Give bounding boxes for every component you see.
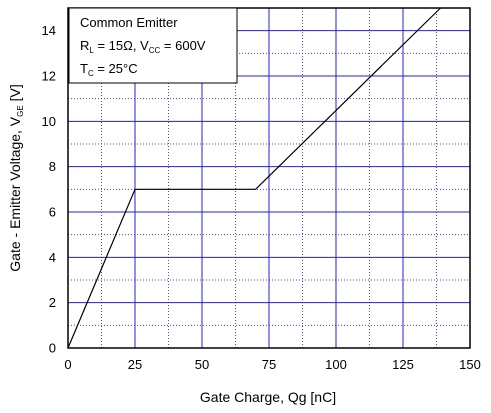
series-line	[67, 7, 441, 349]
plot-frame	[67, 7, 471, 349]
y-tick-label: 10	[42, 114, 56, 129]
x-tick-label: 125	[392, 357, 414, 372]
series-layer	[67, 7, 441, 349]
grid	[68, 8, 470, 348]
y-tick-label: 12	[42, 69, 56, 84]
x-axis-label: Gate Charge, Qg [nC]	[200, 389, 336, 405]
x-tick-label: 50	[195, 357, 209, 372]
conditions-box-border	[68, 7, 238, 84]
x-tick-label: 25	[128, 357, 142, 372]
conditions-line-2: RL = 15Ω, VCC = 600V	[80, 38, 206, 55]
y-tick-label: 6	[49, 205, 56, 220]
plot-border	[67, 7, 471, 349]
y-tick-label: 0	[49, 341, 56, 356]
y-axis-label: Gate - Emitter Voltage, VGE [V]	[7, 84, 25, 271]
x-tick-label: 0	[64, 357, 71, 372]
y-tick-label: 8	[49, 159, 56, 174]
conditions-line-1: Common Emitter	[80, 15, 178, 30]
y-tick-label: 14	[42, 23, 56, 38]
x-tick-label: 100	[325, 357, 347, 372]
y-tick-label: 4	[49, 250, 56, 265]
x-tick-labels: 0 25 50 75 100 125 150	[64, 357, 480, 372]
y-tick-label: 2	[49, 295, 56, 310]
x-tick-label: 75	[262, 357, 276, 372]
conditions-line-3: TC = 25°C	[80, 61, 138, 78]
x-tick-label: 150	[459, 357, 481, 372]
y-tick-labels: 0 2 4 6 8 10 12 14	[42, 23, 56, 355]
conditions-box: Common Emitter RL = 15Ω, VCC = 600V TC =…	[68, 7, 238, 84]
